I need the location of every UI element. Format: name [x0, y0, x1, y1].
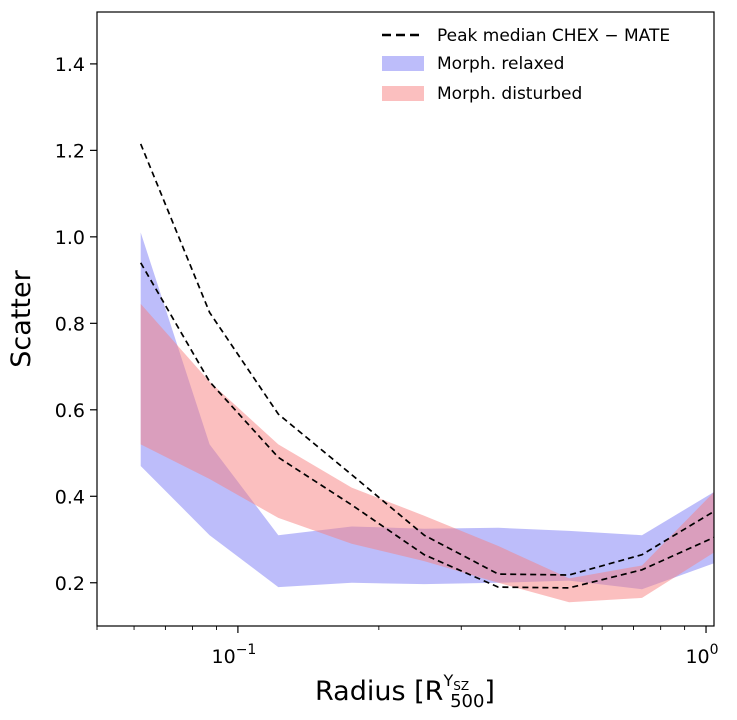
- legend-label-disturbed: Morph. disturbed: [437, 84, 582, 104]
- x-axis-label-close: ]: [484, 676, 495, 707]
- median-line-2: [139, 262, 715, 589]
- median-line-1: [139, 143, 715, 576]
- band-layer: [140, 232, 714, 603]
- x-tick-label: 10−1: [212, 642, 257, 668]
- y-tick-label: 0.6: [55, 400, 85, 422]
- x-tick-label-exp: −1: [236, 642, 257, 658]
- legend-label-relaxed: Morph. relaxed: [437, 54, 564, 74]
- x-axis-label: Radius [RYSZ 500]: [315, 671, 495, 712]
- x-axis-label-sup: Y: [442, 671, 453, 690]
- x-axis-label-sup-sub: SZ: [453, 679, 469, 693]
- y-tick-label: 1.2: [55, 140, 85, 162]
- legend-label-median: Peak median CHEX − MATE: [437, 26, 670, 46]
- y-tick-label: 0.8: [55, 313, 85, 335]
- x-axis-label-sub: 500: [450, 691, 484, 712]
- x-axis-label-main: Radius [R: [315, 676, 443, 707]
- y-tick-label: 1.4: [55, 54, 85, 76]
- x-tick-label: 100: [685, 642, 718, 668]
- legend: Peak median CHEX − MATE Morph. relaxed M…: [382, 26, 670, 104]
- y-axis: 0.2 0.4 0.6 0.8 1.0 1.2 1.4: [55, 54, 97, 595]
- disturbed-band: [140, 303, 714, 603]
- y-tick-label: 1.0: [55, 227, 85, 249]
- y-tick-label: 0.4: [55, 486, 85, 508]
- median-line-layer: [139, 143, 715, 589]
- x-axis: 10−1 100: [96, 626, 719, 668]
- legend-swatch-disturbed: [382, 86, 424, 101]
- legend-swatch-relaxed: [382, 56, 424, 71]
- x-tick-label-exp: 0: [710, 642, 719, 658]
- y-axis-label: Scatter: [6, 269, 37, 367]
- plot-frame: [96, 11, 715, 627]
- y-tick-label: 0.2: [55, 573, 85, 595]
